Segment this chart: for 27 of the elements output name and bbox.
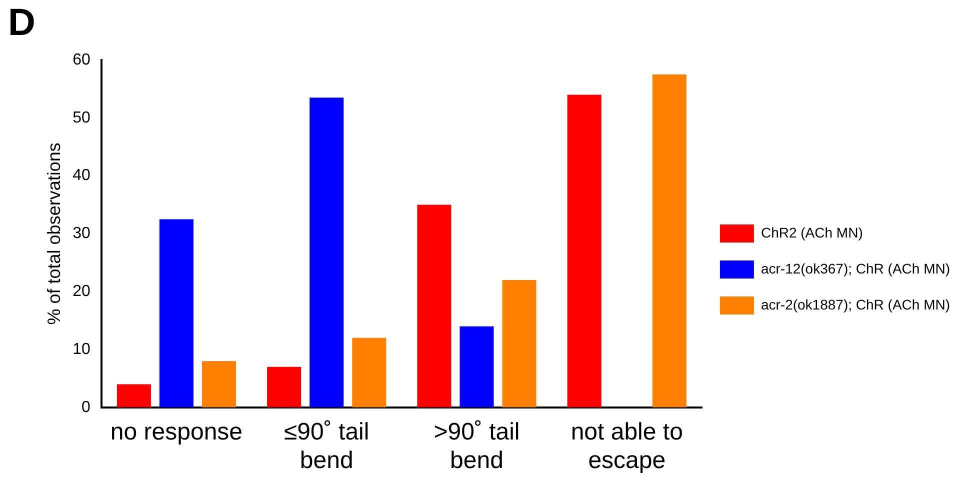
bar	[502, 280, 536, 408]
y-axis-title: % of total observations	[44, 142, 64, 325]
bar	[567, 94, 602, 408]
y-tick-label: 20	[72, 283, 90, 300]
bar	[267, 366, 302, 408]
y-tick-label: 50	[72, 109, 90, 126]
bar	[202, 361, 236, 408]
x-tick-label: ≤90˚ tail bend	[284, 418, 370, 474]
bar	[460, 326, 494, 408]
x-tick-label: not able to escape	[570, 418, 683, 474]
x-tick-label: no response	[110, 418, 243, 446]
legend-label: acr-12(ok367); ChR (ACh MN)	[760, 260, 950, 276]
bar	[417, 204, 452, 408]
y-tick-label: 10	[72, 340, 90, 358]
bar	[159, 219, 194, 408]
y-tick-label: 0	[81, 398, 90, 416]
y-tick-label: 40	[72, 167, 90, 184]
bar	[652, 74, 686, 408]
y-tick-label: 30	[72, 225, 90, 242]
legend-label: acr-2(ok1887); ChR (ACh MN)	[760, 296, 950, 312]
x-tick-label: >90˚ tail bend	[434, 418, 520, 474]
legend-label: ChR2 (ACh MN)	[760, 224, 863, 240]
text: D	[8, 2, 36, 45]
bar	[352, 338, 386, 408]
bar	[116, 384, 151, 408]
y-tick-label: 60	[72, 51, 90, 68]
bar	[310, 98, 344, 408]
